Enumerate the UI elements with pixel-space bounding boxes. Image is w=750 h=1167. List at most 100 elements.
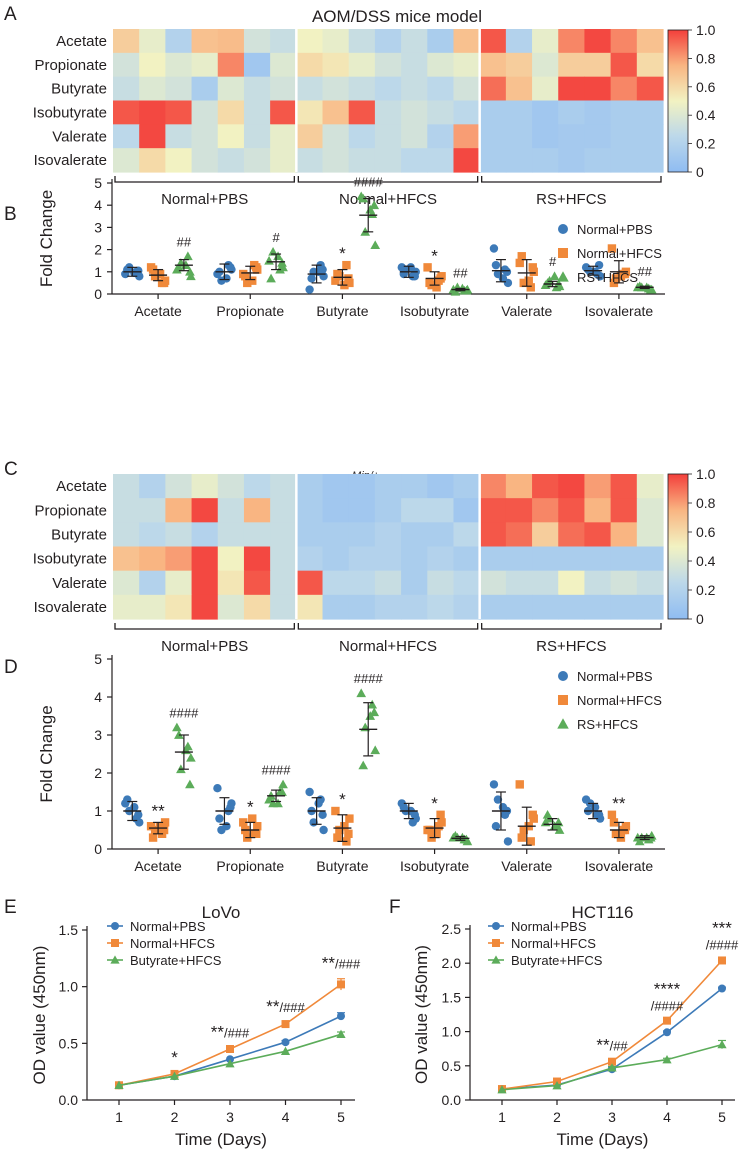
data-point	[524, 276, 533, 285]
heat-cell	[348, 100, 376, 125]
y-tick-label: 0.0	[59, 1092, 79, 1108]
heat-cell	[453, 570, 481, 596]
data-point	[239, 818, 248, 827]
y-tick-label: 1.0	[59, 979, 79, 995]
heat-cell	[558, 522, 586, 548]
heat-cell	[610, 124, 638, 149]
x-tick-label: 1	[498, 1109, 506, 1125]
data-point	[607, 244, 617, 253]
heat-cell	[610, 498, 638, 523]
data-point	[611, 829, 621, 838]
heat-cell	[270, 124, 297, 149]
heat-cell	[165, 546, 193, 572]
heat-cell	[453, 474, 481, 499]
data-point	[502, 267, 512, 276]
data-point	[519, 278, 528, 288]
data-point	[645, 284, 656, 294]
data-point	[432, 829, 441, 838]
y-tick-label: 1.5	[442, 989, 462, 1005]
heat-cell	[139, 522, 166, 548]
heat-cell	[453, 546, 481, 572]
heat-cell	[191, 29, 219, 54]
y-tick-label: 4	[94, 689, 102, 705]
data-point	[663, 1028, 671, 1037]
heat-cell	[322, 498, 350, 523]
x-tick-label: Butyrate	[316, 303, 368, 319]
data-point	[281, 1020, 290, 1029]
y-tick-label: 0.5	[59, 1035, 79, 1051]
data-point	[423, 263, 432, 272]
heat-cell	[532, 148, 559, 173]
data-point	[226, 263, 235, 272]
heat-cell	[243, 52, 271, 78]
legend-label: Normal+PBS	[577, 222, 653, 237]
heat-cell	[610, 594, 638, 620]
data-point	[331, 806, 340, 816]
y-tick-label: 0.5	[442, 1058, 462, 1074]
x-tick-label: 5	[718, 1109, 726, 1125]
heat-cell	[505, 100, 533, 125]
colorbar-tick-label: 0	[696, 164, 704, 180]
legend-marker	[111, 922, 119, 930]
data-point	[497, 1085, 507, 1094]
data-point	[370, 745, 381, 755]
heat-cell	[636, 29, 664, 54]
legend-marker	[558, 671, 568, 681]
data-point	[278, 779, 288, 789]
heat-cell	[374, 76, 402, 102]
x-tick-label: Acetate	[134, 303, 182, 319]
heat-cell	[191, 546, 219, 572]
heat-cell	[113, 474, 140, 499]
heat-cell	[401, 498, 428, 523]
heat-cell	[427, 100, 455, 125]
data-point	[450, 830, 461, 840]
data-point	[590, 803, 600, 812]
data-point	[340, 822, 349, 831]
heat-cell	[584, 594, 612, 620]
heat-cell	[401, 546, 428, 572]
heat-cell	[139, 474, 166, 499]
data-point	[266, 273, 276, 283]
heat-cell	[191, 522, 219, 548]
heat-cell	[113, 100, 140, 125]
y-tick-label: 3	[94, 727, 102, 743]
heat-cell	[427, 546, 455, 572]
data-point	[333, 269, 342, 279]
heat-cell	[113, 76, 140, 102]
colorbar-tick-label: 0.2	[696, 136, 716, 152]
data-point	[528, 263, 537, 272]
data-point	[356, 688, 367, 698]
legend-label: Normal+HFCS	[130, 936, 215, 951]
heat-cell	[505, 594, 533, 620]
data-point	[594, 810, 604, 819]
heat-cell	[270, 52, 297, 78]
heat-cell	[296, 76, 324, 102]
heat-cell	[558, 52, 586, 78]
colorbar-tick-label: 0.4	[696, 553, 716, 569]
heat-cell	[453, 76, 481, 102]
heat-cell	[243, 76, 271, 102]
data-point	[491, 260, 501, 270]
heat-cell	[584, 52, 612, 78]
heat-cell	[217, 594, 245, 620]
heat-cell	[270, 100, 297, 125]
data-point	[252, 263, 261, 272]
y-tick-label: 1	[94, 264, 102, 280]
heat-cell	[479, 594, 507, 620]
panel-a: A AOM/DSS mice model Acetate Propionate Buty…	[4, 4, 716, 208]
row-label: Propionate	[34, 57, 107, 74]
data-point	[515, 258, 524, 268]
heat-cell	[139, 498, 166, 523]
data-point	[517, 833, 526, 842]
heat-cell	[584, 29, 612, 54]
heat-cell	[427, 594, 455, 620]
significance-label: **/###	[211, 1022, 250, 1041]
colorbar-tick-label: 0.8	[696, 495, 716, 511]
heat-cell	[401, 124, 428, 149]
heat-cell	[243, 498, 271, 523]
data-point	[222, 822, 231, 831]
data-point	[134, 810, 143, 819]
data-point	[608, 1057, 616, 1066]
data-point	[222, 274, 231, 283]
